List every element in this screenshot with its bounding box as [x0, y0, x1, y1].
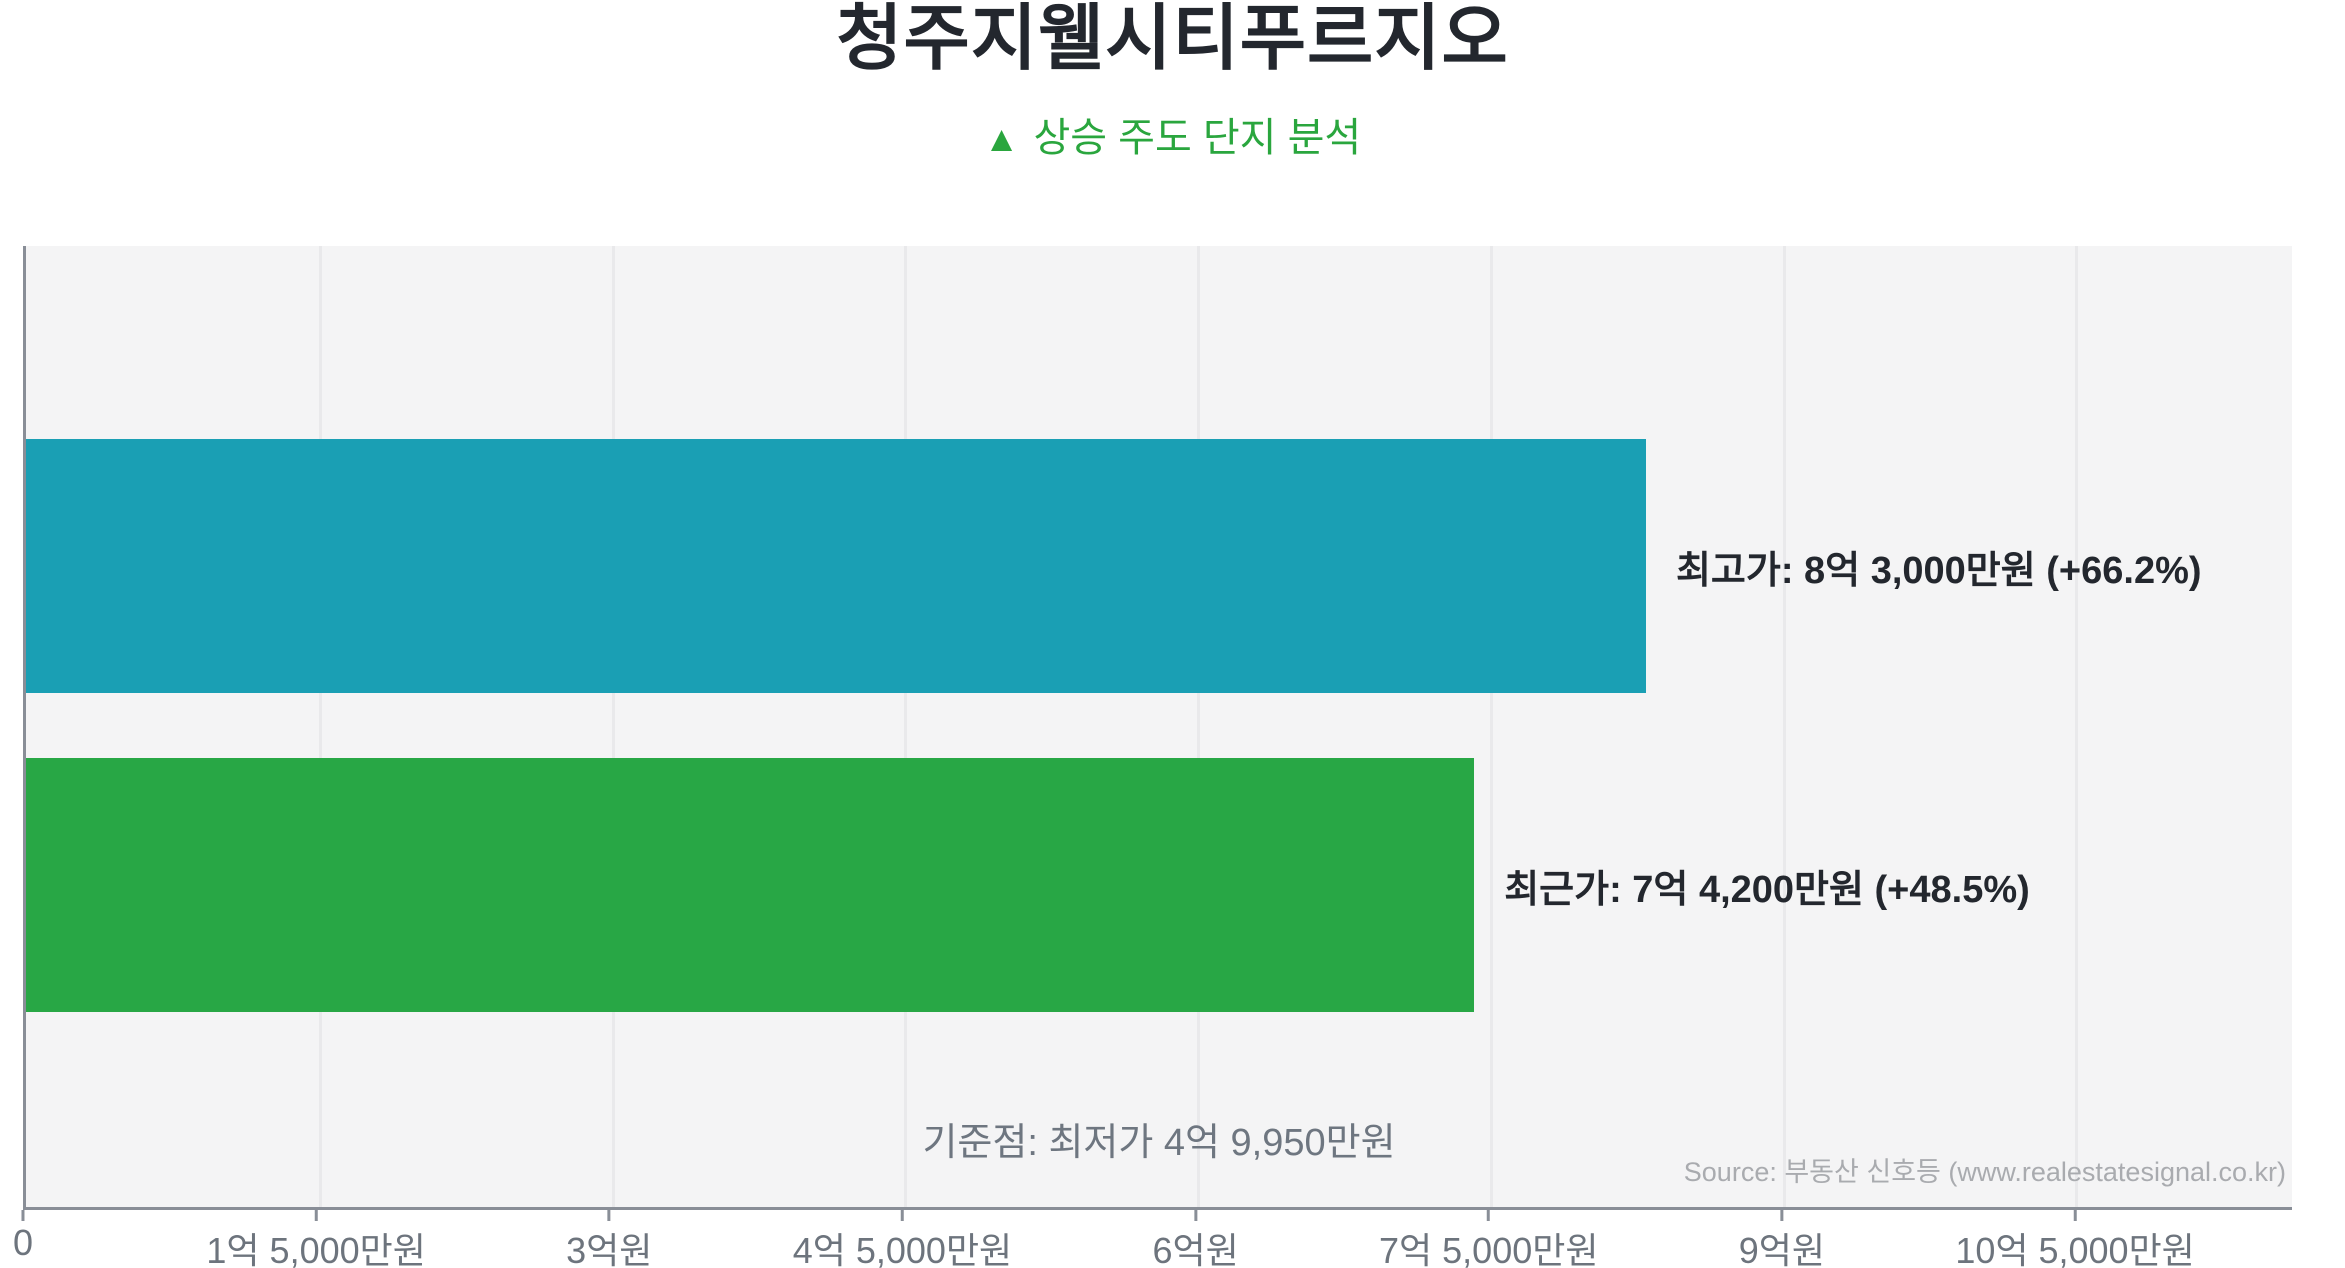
tick-mark [1780, 1210, 1784, 1221]
tick-label: 6억원 [1152, 1230, 1239, 1268]
gridline [904, 246, 908, 1207]
gridline [1489, 246, 1493, 1207]
gridline [611, 246, 615, 1207]
x-axis: 0 1억 5,000만원 3억원 4억 5,000만원 6억원 7억 5,000만원 9억원… [13, 1210, 2292, 1268]
chart-title: 청주지웰시티푸르지오 [836, 0, 1509, 79]
bar-최근가 [26, 758, 1475, 1012]
chart-header: 청주지웰시티푸르지오 ▲ 상승 주도 단지 분석 [0, 0, 2345, 160]
bar-row: 최고가: 8억 3,000만원 (+66.2%) [26, 439, 2292, 693]
baseline-note: 기준점: 최저가 4억 9,950만원 [922, 1122, 1396, 1164]
tick-label: 0 [12, 1222, 34, 1263]
tick-label: 9억원 [1738, 1230, 1826, 1268]
bar-label-최고가: 최고가: 8억 3,000만원 (+66.2%) [1675, 549, 2202, 592]
plot-area: 기준점: 최저가 4억 9,950만원 Source: 부동산 신호등 (www… [23, 246, 2292, 1210]
bar-label-최근가: 최근가: 7억 4,200만원 (+48.5%) [1504, 868, 2030, 911]
tick-label: 7억 5,000만원 [1379, 1230, 1599, 1268]
x-tick: 7억 5,000만원 [1379, 1210, 1598, 1268]
x-tick: 1억 5,000만원 [206, 1210, 426, 1268]
bar-최고가 [26, 439, 1646, 693]
x-tick: 0 [13, 1210, 33, 1264]
tick-mark [2073, 1210, 2077, 1221]
tick-mark [1487, 1210, 1491, 1221]
x-tick: 10억 5,000만원 [1955, 1210, 2195, 1268]
bar-row: 최근가: 7억 4,200만원 (+48.5%) [26, 758, 2292, 1012]
x-tick: 9억원 [1739, 1210, 1825, 1268]
tick-mark [1194, 1210, 1198, 1221]
x-tick: 6억원 [1152, 1210, 1239, 1268]
gridline [1782, 246, 1786, 1207]
source-attribution: Source: 부동산 신호등 (www.realestatesignal.co… [1683, 1157, 2286, 1187]
gridline [1197, 246, 1201, 1207]
gridline [2075, 246, 2079, 1207]
x-tick: 3억원 [566, 1210, 652, 1268]
x-tick: 4억 5,000만원 [793, 1210, 1012, 1268]
tick-label: 10억 5,000만원 [1955, 1230, 2195, 1268]
gridline [318, 246, 322, 1207]
tick-label: 1억 5,000만원 [206, 1230, 426, 1268]
tick-mark [607, 1210, 611, 1221]
up-triangle-icon: ▲ [983, 117, 1020, 159]
tick-label: 3억원 [566, 1230, 653, 1268]
chart-subtitle: ▲ 상승 주도 단지 분석 [0, 116, 2345, 160]
chart-subtitle-label: 상승 주도 단지 분석 [1033, 115, 1362, 160]
tick-mark [314, 1210, 318, 1221]
tick-label: 4억 5,000만원 [792, 1230, 1013, 1268]
tick-mark [21, 1210, 25, 1221]
tick-mark [900, 1210, 904, 1221]
